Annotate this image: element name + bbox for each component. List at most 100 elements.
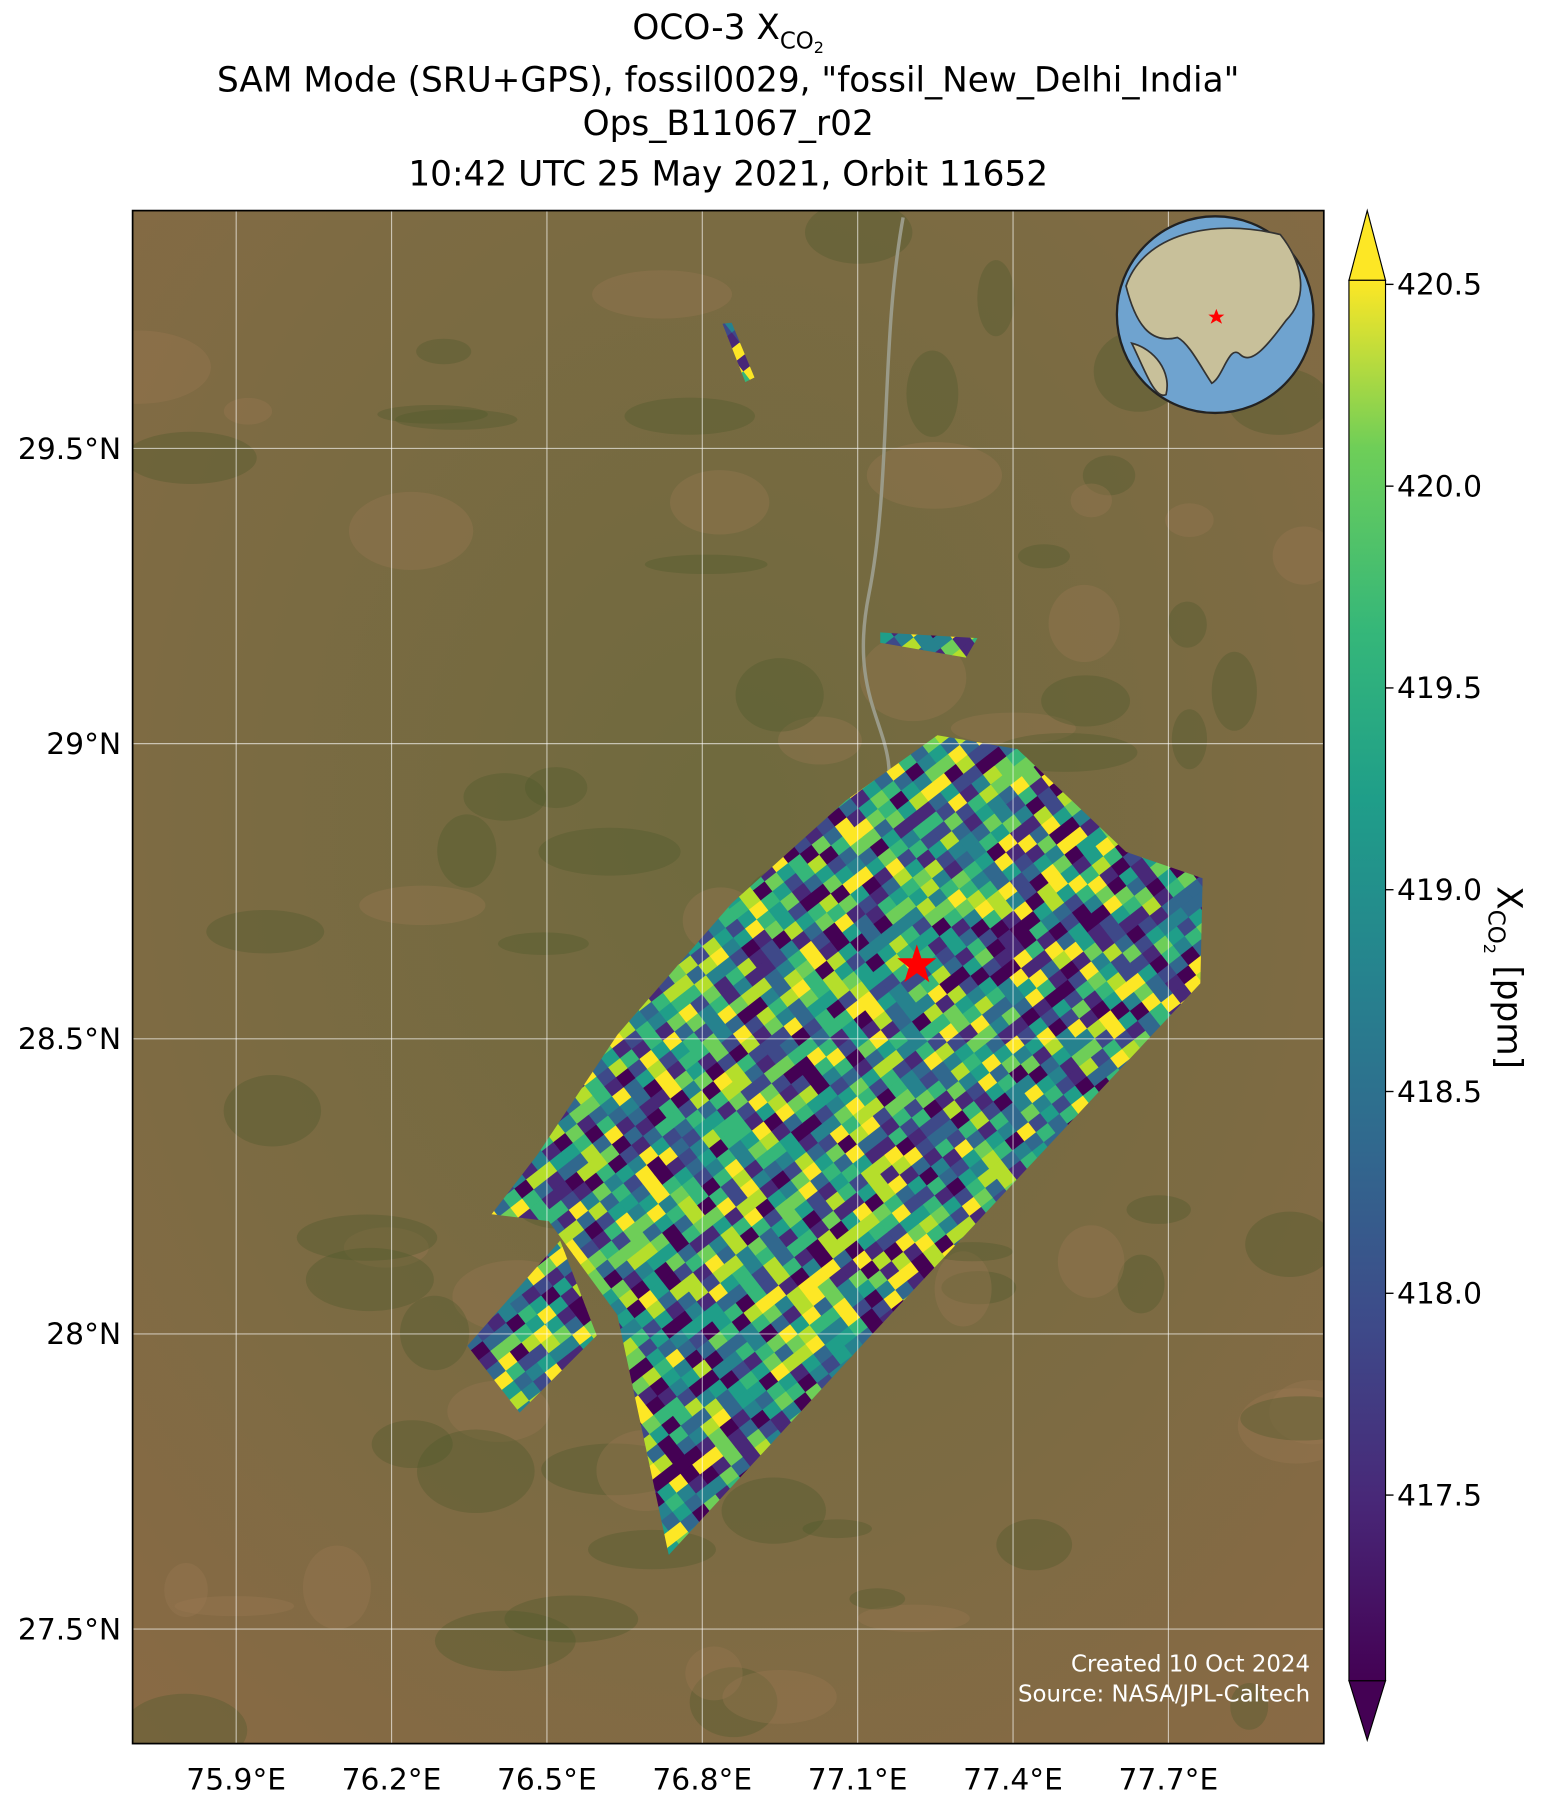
swath-cell	[1323, 1345, 1343, 1365]
swath-cell	[65, 797, 85, 817]
swath-cell	[84, 845, 104, 865]
terrain-patch	[437, 814, 496, 887]
swath-cell	[913, 1762, 933, 1782]
swath-cell	[99, 865, 119, 885]
terrain-patch	[349, 492, 473, 570]
terrain-patch	[400, 1296, 469, 1370]
terrain-patch	[1071, 484, 1112, 518]
swath-cell	[1327, 1422, 1347, 1442]
swath-cell	[100, 769, 120, 789]
swath-cell	[53, 806, 73, 826]
terrain-patch	[538, 828, 680, 876]
terrain-patch	[417, 1430, 535, 1514]
swath-cell	[107, 779, 127, 799]
terrain-patch	[1058, 1225, 1125, 1298]
title: OCO-3 XCO2 SAM Mode (SRU+GPS), fossil002…	[217, 8, 1239, 194]
terrain-patch	[977, 260, 1014, 336]
terrain-patch	[592, 270, 732, 318]
swath-cell	[928, 1781, 948, 1801]
swath-cell	[936, 1743, 956, 1763]
swath-cell	[1323, 1393, 1343, 1413]
title-subsub: 2	[814, 38, 824, 57]
terrain-patch	[164, 1563, 208, 1617]
terrain-patch	[803, 1519, 872, 1538]
terrain-patch	[1172, 709, 1207, 769]
swath-cell	[88, 778, 108, 798]
swath-cell	[1327, 1374, 1347, 1394]
swath-cell	[846, 1797, 866, 1801]
terrain-patch	[395, 409, 517, 429]
terrain-patch	[722, 1670, 836, 1724]
title-line: 10:42 UTC 25 May 2021, Orbit 11652	[408, 154, 1048, 194]
terrain-patch	[867, 442, 1002, 509]
swath-cell	[107, 827, 127, 847]
swath-cell	[932, 1762, 952, 1782]
swath-cell	[1331, 1355, 1351, 1375]
swath-cell	[92, 807, 112, 827]
terrain-patch	[670, 470, 769, 534]
swath-cell	[1331, 1403, 1351, 1423]
terrain-patch	[996, 1519, 1072, 1570]
terrain-patch	[906, 351, 958, 437]
terrain-patch	[1041, 675, 1130, 726]
terrain-patch	[125, 432, 257, 484]
swath-cell	[1330, 1451, 1350, 1471]
swath-cell	[84, 797, 104, 817]
terrain-patch	[498, 932, 589, 955]
terrain-patch	[122, 1694, 247, 1767]
terrain-patch	[1165, 503, 1213, 537]
swath-cell	[96, 788, 116, 808]
swath-cell	[76, 835, 96, 855]
terrain-patch	[1118, 1255, 1165, 1314]
terrain-patch	[435, 1611, 576, 1671]
terrain-patch	[1240, 1396, 1363, 1440]
swath-cell	[788, 1747, 808, 1767]
terrain-patch	[1018, 544, 1070, 568]
swath-cell	[917, 1790, 937, 1801]
terrain-patch	[1212, 652, 1257, 731]
swath-cell	[95, 836, 115, 856]
swath-cell	[905, 1752, 925, 1772]
terrain-patch	[463, 773, 546, 821]
swath-cell	[111, 760, 131, 780]
terrain-patch	[1273, 527, 1336, 585]
terrain-patch	[736, 658, 824, 732]
swath-cell	[103, 846, 123, 866]
terrain-patch	[1168, 602, 1207, 648]
swath-cell	[99, 817, 119, 837]
terrain-patch	[625, 398, 755, 435]
terrain-patch	[224, 1075, 321, 1146]
swath-cell	[103, 798, 123, 818]
terrain-patch	[1049, 585, 1120, 662]
terrain-patch	[1245, 1212, 1334, 1277]
swath-cell	[72, 806, 92, 826]
terrain-patch	[306, 1248, 434, 1311]
terrain-patch	[416, 339, 471, 365]
terrain-patch	[65, 330, 211, 403]
swath-cell	[1323, 1441, 1343, 1461]
swath-cell	[107, 875, 127, 895]
title-line: SAM Mode (SRU+GPS), fossil0029, "fossil_…	[217, 61, 1239, 101]
swath-cell	[1385, 1424, 1405, 1444]
terrain-patch	[206, 910, 324, 953]
swath-cell	[80, 816, 100, 836]
terrain-patch	[303, 1545, 371, 1629]
terrain-patch	[935, 1251, 992, 1326]
swath-cell	[909, 1781, 929, 1801]
swath-cell	[956, 1744, 976, 1764]
title-line: OCO-3 XCO2	[632, 8, 824, 57]
swath-cell	[61, 816, 81, 836]
swath-cell	[924, 1752, 944, 1772]
terrain-patch	[645, 555, 768, 574]
terrain-patch	[1127, 1195, 1191, 1224]
title-line: Ops_B11067_r02	[583, 104, 874, 144]
swath-cell	[76, 787, 96, 807]
swath-cell	[897, 1742, 917, 1762]
swath-cell	[917, 1742, 937, 1762]
swath-cell	[944, 1753, 964, 1773]
title-sub: CO	[780, 28, 814, 54]
swath-cell	[940, 1772, 960, 1792]
swath-cell	[88, 826, 108, 846]
